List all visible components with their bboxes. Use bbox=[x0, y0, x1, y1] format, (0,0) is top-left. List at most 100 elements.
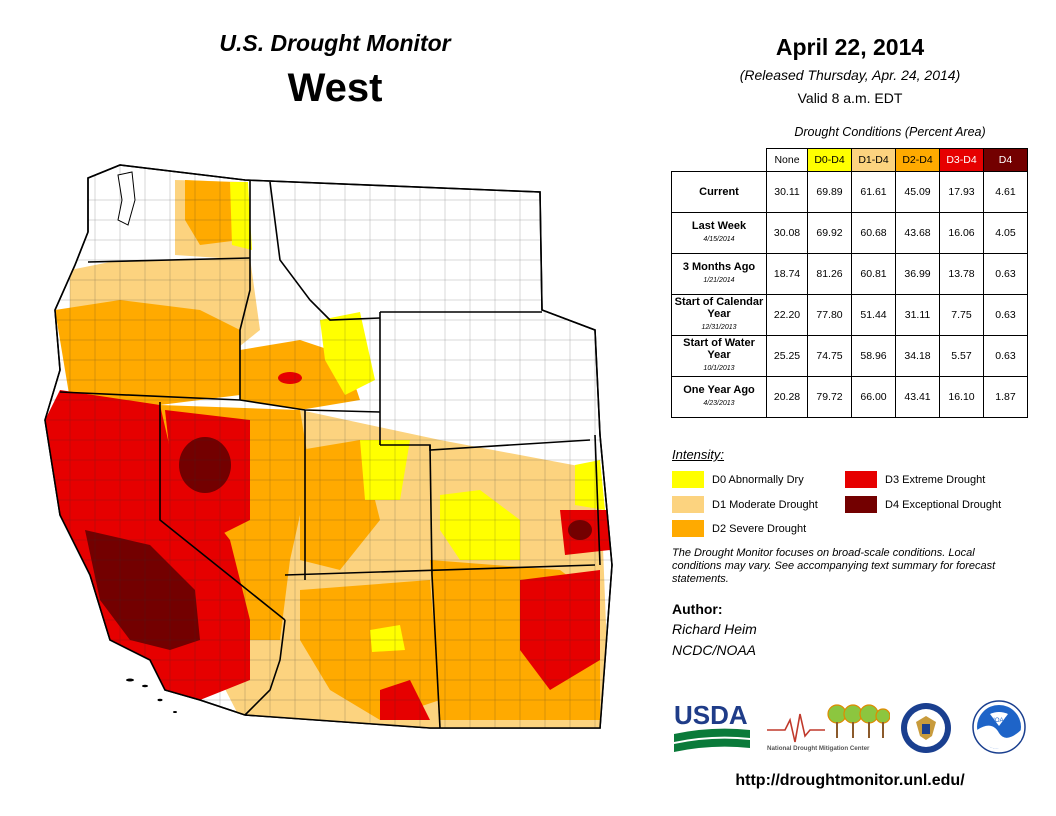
d0-area-idaho bbox=[320, 312, 375, 395]
ndmc-logo: National Drought Mitigation Center bbox=[767, 704, 890, 752]
table-row: One Year Ago 4/23/2013 20.28 79.72 66.00 … bbox=[671, 376, 1028, 418]
row-header: Start of Water Year 10/1/2013 bbox=[671, 335, 767, 377]
svg-text:National Drought Mitigation Ce: National Drought Mitigation Center bbox=[767, 745, 870, 752]
legend-item-d0: D0 Abnormally Dry bbox=[672, 471, 804, 488]
legend-swatch bbox=[845, 471, 877, 488]
state-boundaries bbox=[59, 180, 601, 729]
legend-label: D2 Severe Drought bbox=[712, 522, 807, 535]
table-row: Last Week 4/15/2014 30.08 69.92 60.68 43.… bbox=[671, 212, 1028, 254]
table-cell: 0.63 bbox=[983, 253, 1028, 295]
col-header-d0-d4: D0-D4 bbox=[807, 148, 852, 172]
table-cell: 43.68 bbox=[895, 212, 940, 254]
table-cell: 5.57 bbox=[939, 335, 984, 377]
legend-item-d3: D3 Extreme Drought bbox=[845, 471, 985, 488]
table-cell: 18.74 bbox=[766, 253, 808, 295]
table-cell: 61.61 bbox=[851, 171, 896, 213]
d3-area-idaho bbox=[278, 372, 302, 384]
table-cell: 60.68 bbox=[851, 212, 896, 254]
puget-sound bbox=[117, 171, 136, 226]
col-header-none: None bbox=[766, 148, 808, 172]
table-cell: 7.75 bbox=[939, 294, 984, 336]
row-header: 3 Months Ago 1/21/2014 bbox=[671, 253, 767, 295]
table-cell: 36.99 bbox=[895, 253, 940, 295]
col-header-d4: D4 bbox=[983, 148, 1028, 172]
d2-area-oregon bbox=[55, 300, 240, 405]
d0-area-washington bbox=[230, 182, 252, 250]
d2-area-wa-east bbox=[185, 180, 240, 245]
table-cell: 51.44 bbox=[851, 294, 896, 336]
conditions-caption: Drought Conditions (Percent Area) bbox=[794, 125, 986, 139]
table-row: Start of Water Year 10/1/2013 25.25 74.75… bbox=[671, 335, 1028, 377]
table-cell: 16.06 bbox=[939, 212, 984, 254]
region-title: West bbox=[287, 66, 383, 110]
d0-area-utah bbox=[360, 440, 410, 500]
table-cell: 45.09 bbox=[895, 171, 940, 213]
table-cell: 31.11 bbox=[895, 294, 940, 336]
svg-text:NOAA: NOAA bbox=[990, 718, 1007, 724]
valid-time: Valid 8 a.m. EDT bbox=[797, 90, 903, 106]
website-link[interactable]: http://droughtmonitor.unl.edu/ bbox=[735, 772, 965, 789]
table-cell: 79.72 bbox=[807, 376, 852, 418]
legend-swatch bbox=[672, 520, 704, 537]
author-org: NCDC/NOAA bbox=[672, 642, 757, 658]
table-cell: 30.11 bbox=[766, 171, 808, 213]
table-cell: 66.00 bbox=[851, 376, 896, 418]
table-cell: 1.87 bbox=[983, 376, 1028, 418]
table-cell: 77.80 bbox=[807, 294, 852, 336]
usda-logo: USDA bbox=[674, 700, 750, 752]
drought-conditions-table: None D0-D4 D1-D4 D2-D4 D3-D4 D4 Current … bbox=[671, 148, 1028, 418]
table-cell: 81.26 bbox=[807, 253, 852, 295]
table-row: Start of Calendar Year 12/31/2013 22.20 7… bbox=[671, 294, 1028, 336]
channel-islands bbox=[126, 678, 177, 713]
author-name: Richard Heim bbox=[672, 621, 757, 637]
row-header: Last Week 4/15/2014 bbox=[671, 212, 767, 254]
legend-label: D0 Abnormally Dry bbox=[712, 473, 804, 486]
table-cell: 58.96 bbox=[851, 335, 896, 377]
table-cell: 22.20 bbox=[766, 294, 808, 336]
table-row: Current 30.11 69.89 61.61 45.09 17.93 4.… bbox=[671, 171, 1028, 213]
d0-area-colorado bbox=[440, 490, 520, 560]
table-cell: 0.63 bbox=[983, 335, 1028, 377]
d4-area-kansas bbox=[568, 520, 592, 540]
legend-item-d4: D4 Exceptional Drought bbox=[845, 496, 1001, 513]
col-header-d3-d4: D3-D4 bbox=[939, 148, 984, 172]
d0-area-arizona bbox=[370, 625, 405, 652]
map-date: April 22, 2014 bbox=[775, 34, 925, 60]
table-cell: 69.89 bbox=[807, 171, 852, 213]
table-cell: 43.41 bbox=[895, 376, 940, 418]
legend-swatch bbox=[672, 471, 704, 488]
d4-area-nevada bbox=[179, 437, 231, 493]
svg-text:USDA: USDA bbox=[674, 700, 748, 730]
table-cell: 74.75 bbox=[807, 335, 852, 377]
table-cell: 17.93 bbox=[939, 171, 984, 213]
col-header-d2-d4: D2-D4 bbox=[895, 148, 940, 172]
legend-label: D4 Exceptional Drought bbox=[885, 498, 1002, 511]
disclaimer-note: The Drought Monitor focuses on broad-sca… bbox=[672, 547, 996, 585]
table-cell: 4.05 bbox=[983, 212, 1028, 254]
row-header: One Year Ago 4/23/2013 bbox=[671, 376, 767, 418]
table-cell: 69.92 bbox=[807, 212, 852, 254]
legend-item-d2: D2 Severe Drought bbox=[672, 520, 806, 537]
legend-swatch bbox=[672, 496, 704, 513]
legend-swatch bbox=[845, 496, 877, 513]
table-cell: 13.78 bbox=[939, 253, 984, 295]
noaa-logo: NOAA bbox=[972, 700, 1026, 754]
legend-label: D1 Moderate Drought bbox=[712, 498, 818, 511]
legend-label: D3 Extreme Drought bbox=[885, 473, 986, 486]
legend-title: Intensity: bbox=[672, 447, 725, 462]
author-label: Author: bbox=[672, 601, 723, 617]
legend-item-d1: D1 Moderate Drought bbox=[672, 496, 818, 513]
col-header-d1-d4: D1-D4 bbox=[851, 148, 896, 172]
table-cell: 20.28 bbox=[766, 376, 808, 418]
table-cell: 60.81 bbox=[851, 253, 896, 295]
row-header: Current bbox=[671, 171, 767, 213]
department-of-commerce-seal bbox=[901, 703, 951, 753]
drought-map bbox=[44, 164, 613, 729]
table-cell: 16.10 bbox=[939, 376, 984, 418]
d0-area-kansas-west bbox=[575, 460, 605, 510]
release-date: (Released Thursday, Apr. 24, 2014) bbox=[739, 67, 961, 83]
table-cell: 25.25 bbox=[766, 335, 808, 377]
table-cell: 4.61 bbox=[983, 171, 1028, 213]
row-header: Start of Calendar Year 12/31/2013 bbox=[671, 294, 767, 336]
map-title: U.S. Drought Monitor bbox=[219, 30, 451, 56]
